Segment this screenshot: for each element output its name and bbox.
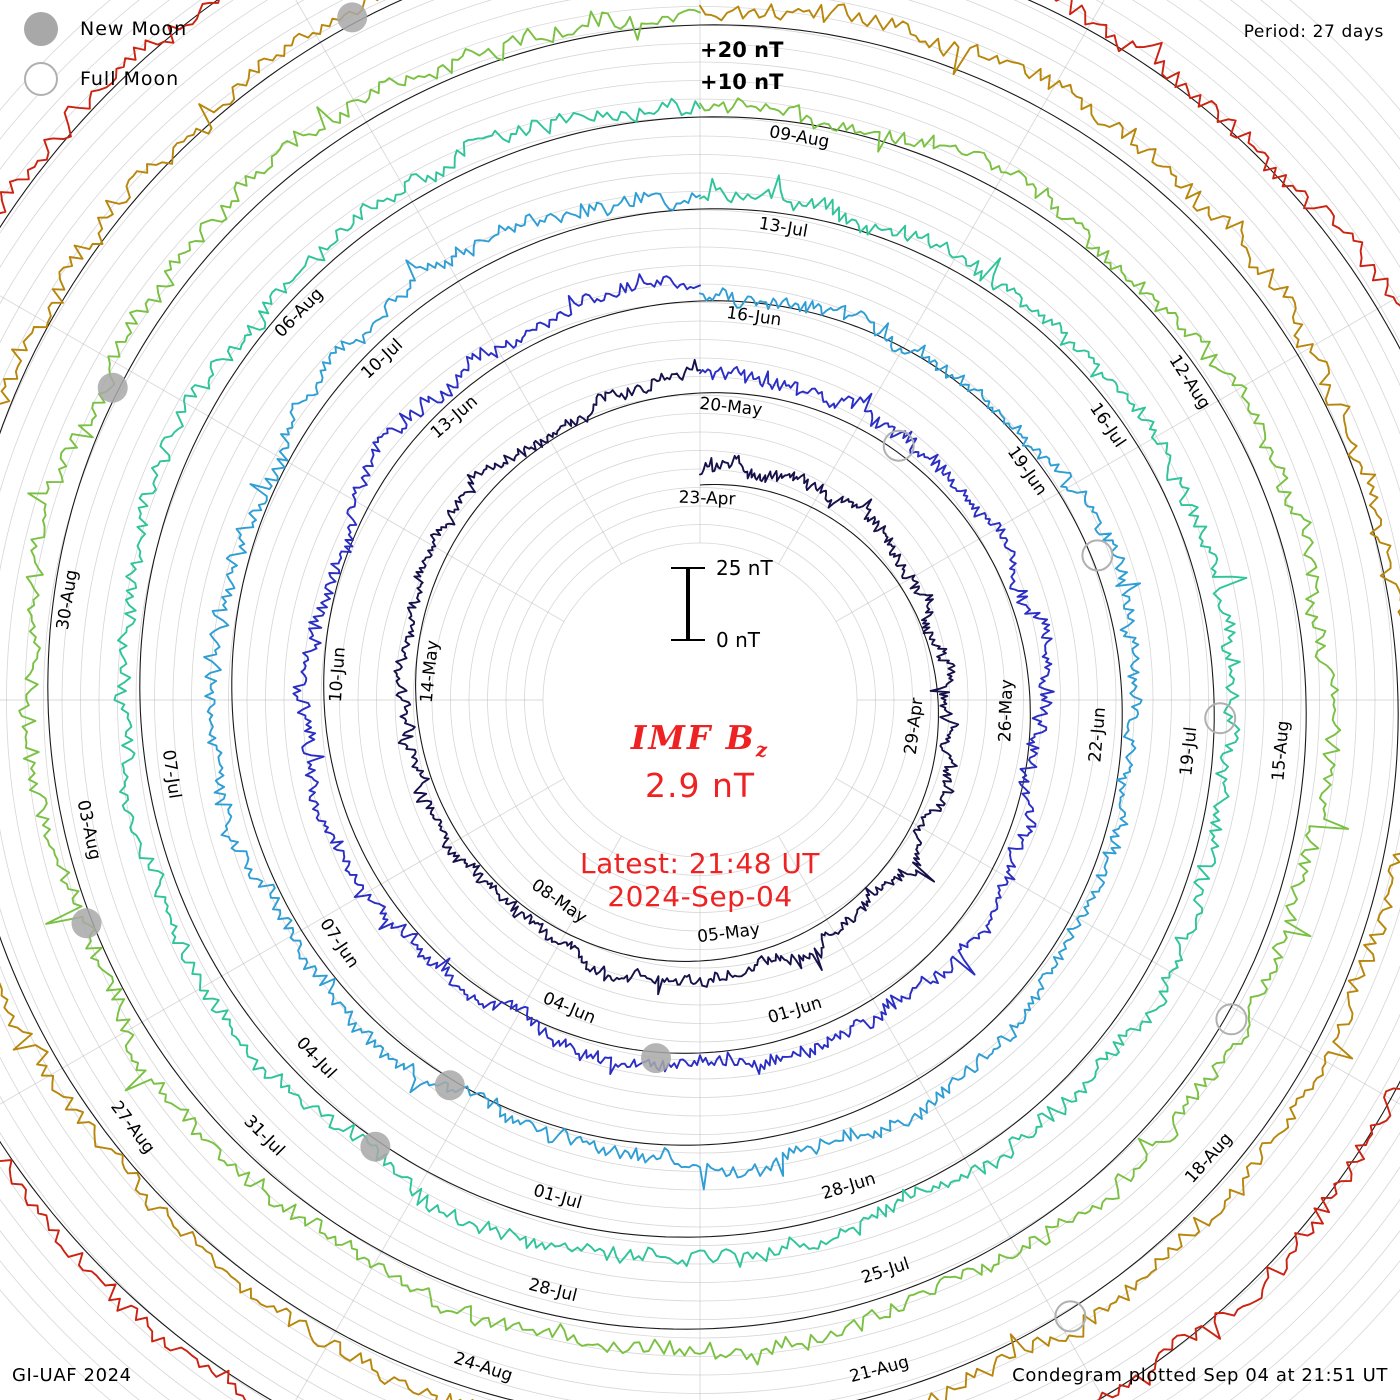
legend-item-new-moon: New Moon [24, 12, 187, 46]
date-label: 01-Jun [766, 993, 825, 1028]
legend-label-new-moon: New Moon [80, 18, 188, 40]
moon-markers [71, 2, 1248, 1333]
date-label: 07-Jun [315, 915, 362, 972]
date-label: 01-Jul [531, 1181, 584, 1214]
scale-bar: 25 nT 0 nT [671, 556, 773, 652]
date-label: 25-Jul [859, 1254, 912, 1288]
scale-bar-top-label: 25 nT [716, 556, 773, 580]
date-label: 27-Aug [106, 1097, 158, 1157]
date-label: 03-Aug [73, 798, 105, 861]
date-label: 24-Aug [451, 1348, 515, 1386]
date-label: 26-May [995, 679, 1017, 743]
date-label: 22-Jun [1085, 706, 1110, 763]
full-moon-icon [24, 62, 58, 96]
date-label: 23-Apr [678, 488, 735, 510]
date-label: 21-Aug [848, 1352, 912, 1387]
date-label: 15-Aug [1268, 720, 1293, 782]
legend-item-full-moon: Full Moon [24, 62, 179, 96]
date-label: 14-May [417, 639, 443, 704]
date-label: 05-May [696, 920, 761, 948]
date-label: 07-Jul [158, 749, 185, 801]
plotted-timestamp-label: Condegram plotted Sep 04 at 21:51 UT [1012, 1365, 1388, 1386]
new-moon-icon [24, 12, 58, 46]
date-label: 20-May [698, 394, 763, 420]
date-label: 30-Aug [53, 568, 82, 631]
date-label: 13-Jun [427, 392, 482, 443]
date-label: 19-Jul [1176, 726, 1201, 777]
ring-labels: +20 nT +10 nT [700, 38, 784, 94]
date-label: 10-Jun [326, 646, 350, 703]
legend-label-full-moon: Full Moon [80, 68, 180, 90]
date-labels: 23-Apr29-Apr05-May08-May14-May20-May26-M… [53, 122, 1294, 1387]
date-label: 13-Jul [757, 214, 809, 242]
date-label: 16-Jul [1085, 399, 1129, 451]
date-label: 16-Jun [725, 303, 783, 330]
credit-label: GI-UAF 2024 [12, 1365, 132, 1386]
period-label: Period: 27 days [1243, 22, 1384, 42]
ring-level-label: +20 nT [700, 38, 784, 62]
scale-bar-bottom-label: 0 nT [716, 628, 761, 652]
date-label: 29-Apr [901, 697, 928, 756]
date-label: 04-Jun [540, 988, 599, 1028]
ring-level-label: +10 nT [700, 70, 784, 94]
